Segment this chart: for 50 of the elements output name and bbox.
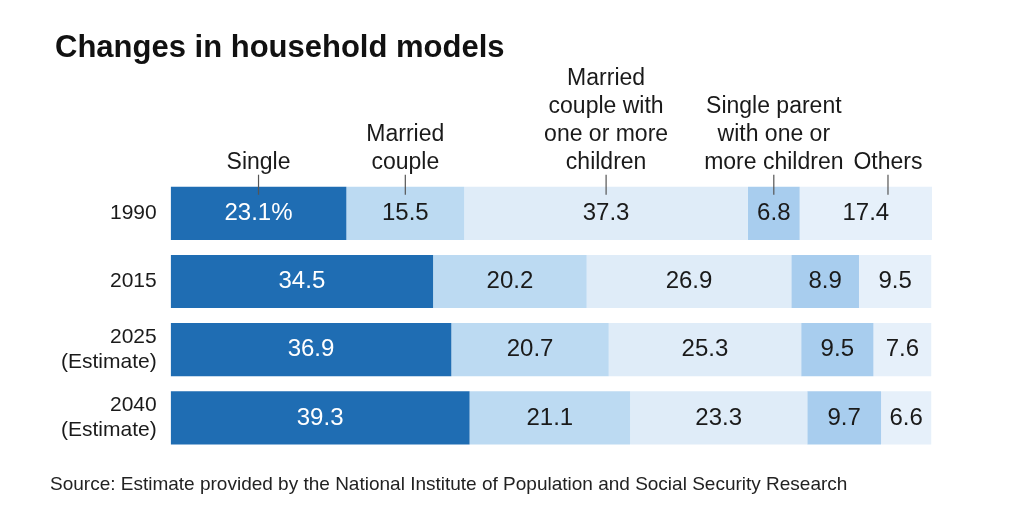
data-label: 39.3 xyxy=(296,402,344,430)
data-label: 7.6 xyxy=(885,334,920,362)
bar xyxy=(791,254,859,309)
y-tick-label: 1990 xyxy=(109,200,157,224)
bar xyxy=(170,186,347,240)
data-label: 17.4 xyxy=(842,197,890,225)
y-tick-label: 2025 (Estimate) xyxy=(60,323,157,373)
bar xyxy=(747,186,800,240)
bar xyxy=(586,254,792,309)
bar xyxy=(608,323,802,377)
series-label: Single parent with one or more children xyxy=(704,91,844,174)
data-label: 20.2 xyxy=(486,266,534,294)
data-label: 6.8 xyxy=(757,197,791,225)
data-label: 25.3 xyxy=(681,334,729,362)
bar xyxy=(346,186,465,240)
data-label: 34.5 xyxy=(278,266,326,294)
bar xyxy=(170,391,470,445)
data-label: 15.5 xyxy=(381,197,429,225)
y-tick-label: 2040 (Estimate) xyxy=(60,392,157,441)
data-label: 9.5 xyxy=(820,334,854,362)
bar xyxy=(630,391,808,445)
data-label: 8.9 xyxy=(808,266,842,294)
data-label: 6.6 xyxy=(889,402,923,430)
bar xyxy=(433,254,587,309)
y-tick-label: 2015 xyxy=(109,268,157,292)
data-label: 23.1% xyxy=(224,197,293,225)
series-label: Married couple xyxy=(366,119,445,174)
series-label: Single xyxy=(226,147,291,174)
data-label: 9.5 xyxy=(878,266,912,294)
data-label: 9.7 xyxy=(827,402,861,430)
bar xyxy=(873,323,932,377)
bar xyxy=(170,254,434,309)
data-label: 21.1 xyxy=(526,402,574,430)
source-note: Source: Estimate provided by the National Institute of Population and Social Security Research xyxy=(50,473,848,494)
bar xyxy=(799,186,932,240)
data-label: 23.3 xyxy=(695,402,743,430)
series-label: Married couple with one or more children xyxy=(544,63,669,174)
bar xyxy=(464,186,748,240)
data-label: 37.3 xyxy=(582,197,630,225)
bar xyxy=(469,391,631,445)
chart-title: Changes in household models xyxy=(55,29,505,65)
data-label: 20.7 xyxy=(506,334,554,362)
data-label: 36.9 xyxy=(287,334,335,362)
bar xyxy=(801,323,874,377)
bar xyxy=(170,323,452,377)
bar xyxy=(451,323,609,377)
bar xyxy=(858,254,932,309)
bar xyxy=(807,391,882,445)
data-label: 26.9 xyxy=(665,266,713,294)
series-label: Others xyxy=(853,147,923,174)
